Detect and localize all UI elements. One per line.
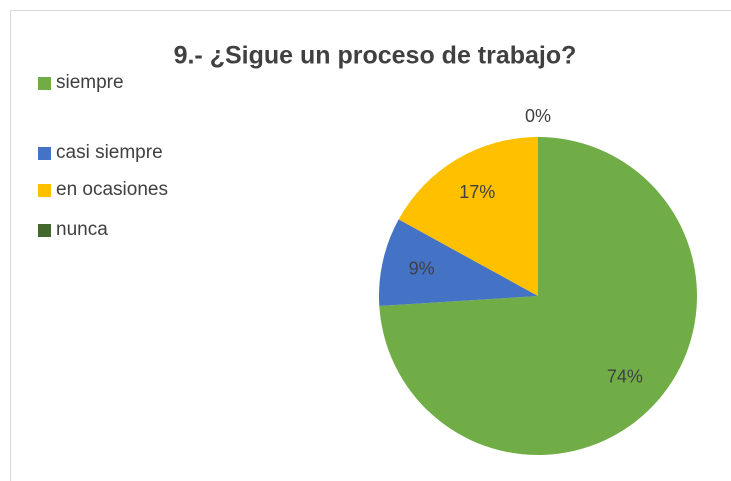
- pie-slice: [398, 137, 538, 296]
- pie-slice: [379, 219, 538, 306]
- legend-swatch: [38, 184, 51, 197]
- legend-swatch: [38, 147, 51, 160]
- legend-label: nunca: [56, 219, 108, 240]
- value-label: 0%: [525, 106, 551, 126]
- value-label: 9%: [409, 259, 435, 279]
- legend-swatch: [38, 77, 51, 90]
- legend-label: siempre: [56, 72, 124, 93]
- legend-label: en ocasiones: [56, 179, 168, 200]
- value-label: 74%: [607, 366, 643, 386]
- value-label: 17%: [459, 182, 495, 202]
- legend-label: casi siempre: [56, 142, 163, 163]
- chart-title: 9.- ¿Sigue un proceso de trabajo?: [174, 42, 577, 70]
- legend-swatch: [38, 224, 51, 237]
- pie-slice: [379, 137, 697, 456]
